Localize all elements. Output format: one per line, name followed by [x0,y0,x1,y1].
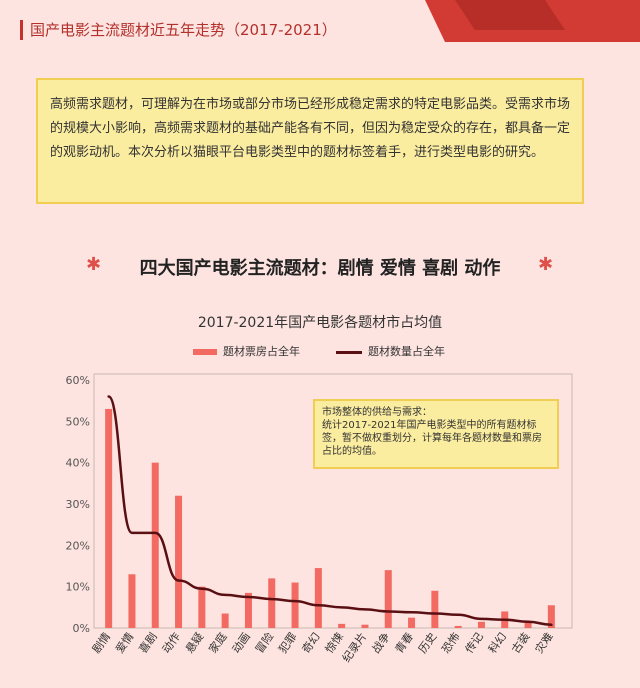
x-tick-label: 喜剧 [136,630,159,655]
chart-plot: 0% 10% 20% 30% 40% 50% 60% 剧情 爱情 喜剧 动作 悬疑 家庭 动画 冒险 犯罪 奇幻… [66,373,573,665]
bar-青春 [408,617,416,628]
x-tick-label: 古装 [509,630,532,655]
legend-item-line: 题材数量占全年 [336,343,445,359]
legend-bar-label: 题材票房占全年 [223,345,300,358]
legend-line-swatch [336,350,362,354]
x-tick-label: 纪录片 [340,630,370,664]
x-tick-label: 历史 [416,630,439,655]
y-tick-label: 20% [66,539,90,552]
x-tick-label: 家庭 [206,630,230,656]
x-tick-label: 剧情 [90,630,113,655]
bar-古装 [524,621,532,628]
bar-爱情 [128,574,136,628]
bar-冒险 [268,578,276,628]
y-tick-label: 50% [66,415,90,428]
intro-box: 高频需求题材，可理解为在市场或部分市场已经形成稳定需求的特定电影品类。受需求市场… [36,78,584,204]
bar-喜剧 [151,462,159,628]
note-body: 统计2017-2021年国产电影类型中的所有题材标签，暂不做权重划分，计算每年各… [322,420,542,457]
x-tick-label: 冒险 [252,630,276,656]
star-icon-right: ✱ [538,254,554,275]
bar-动作 [175,495,183,628]
star-icon-left: ✱ [86,254,102,275]
section-title: 四大国产电影主流题材：剧情 爱情 喜剧 动作 [139,258,501,279]
x-tick-label: 动画 [230,630,253,655]
bar-动画 [244,592,252,628]
bar-悬疑 [198,586,206,628]
bar-剧情 [105,408,113,628]
intro-text: 高频需求题材，可理解为在市场或部分市场已经形成稳定需求的特定电影品类。受需求市场… [50,97,571,160]
y-tick-label: 60% [66,374,90,387]
x-tick-label: 犯罪 [276,630,299,655]
page-header: 国产电影主流题材近五年走势（2017-2021） [0,0,640,52]
chart-title: 2017-2021年国产电影各题材市占均值 [197,315,443,331]
x-tick-label: 动作 [160,630,183,655]
x-tick-label: 传记 [463,630,486,655]
y-tick-label: 30% [66,498,90,511]
x-tick-label: 爱情 [113,630,136,655]
x-tick-label: 科幻 [485,630,509,656]
bar-惊悚 [338,623,346,628]
plot-frame [93,373,573,629]
note-box: 市场整体的供给与需求： 统计2017-2021年国产电影类型中的所有题材标签，暂… [313,399,559,469]
note-heading: 市场整体的供给与需求： [322,407,432,418]
legend-item-bar: 题材票房占全年 [193,343,300,359]
bar-纪录片 [361,624,369,628]
legend-bar-swatch [193,349,217,355]
x-tick-label: 灾难 [532,630,556,656]
bar-犯罪 [291,582,299,628]
bar-灾难 [547,605,555,628]
series-line-count [107,395,553,626]
bar-历史 [431,590,439,628]
y-tick-label: 0% [73,622,90,635]
legend-line-label: 题材数量占全年 [368,345,445,358]
x-tick-label: 奇幻 [300,630,323,655]
bar-奇幻 [314,568,322,628]
corner-decoration [425,0,640,42]
x-tick-label: 悬疑 [183,630,206,655]
x-tick-label: 青春 [393,630,416,655]
y-tick-label: 40% [66,457,90,470]
x-tick-label: 恐怖 [439,630,463,656]
bar-恐怖 [454,625,462,628]
page-title: 国产电影主流题材近五年走势（2017-2021） [30,21,337,39]
header-accent-bar [20,20,23,40]
bar-传记 [477,621,485,628]
y-tick-label: 10% [66,581,90,594]
bar-战争 [384,570,392,628]
x-tick-label: 战争 [369,630,393,656]
bar-家庭 [221,613,229,628]
